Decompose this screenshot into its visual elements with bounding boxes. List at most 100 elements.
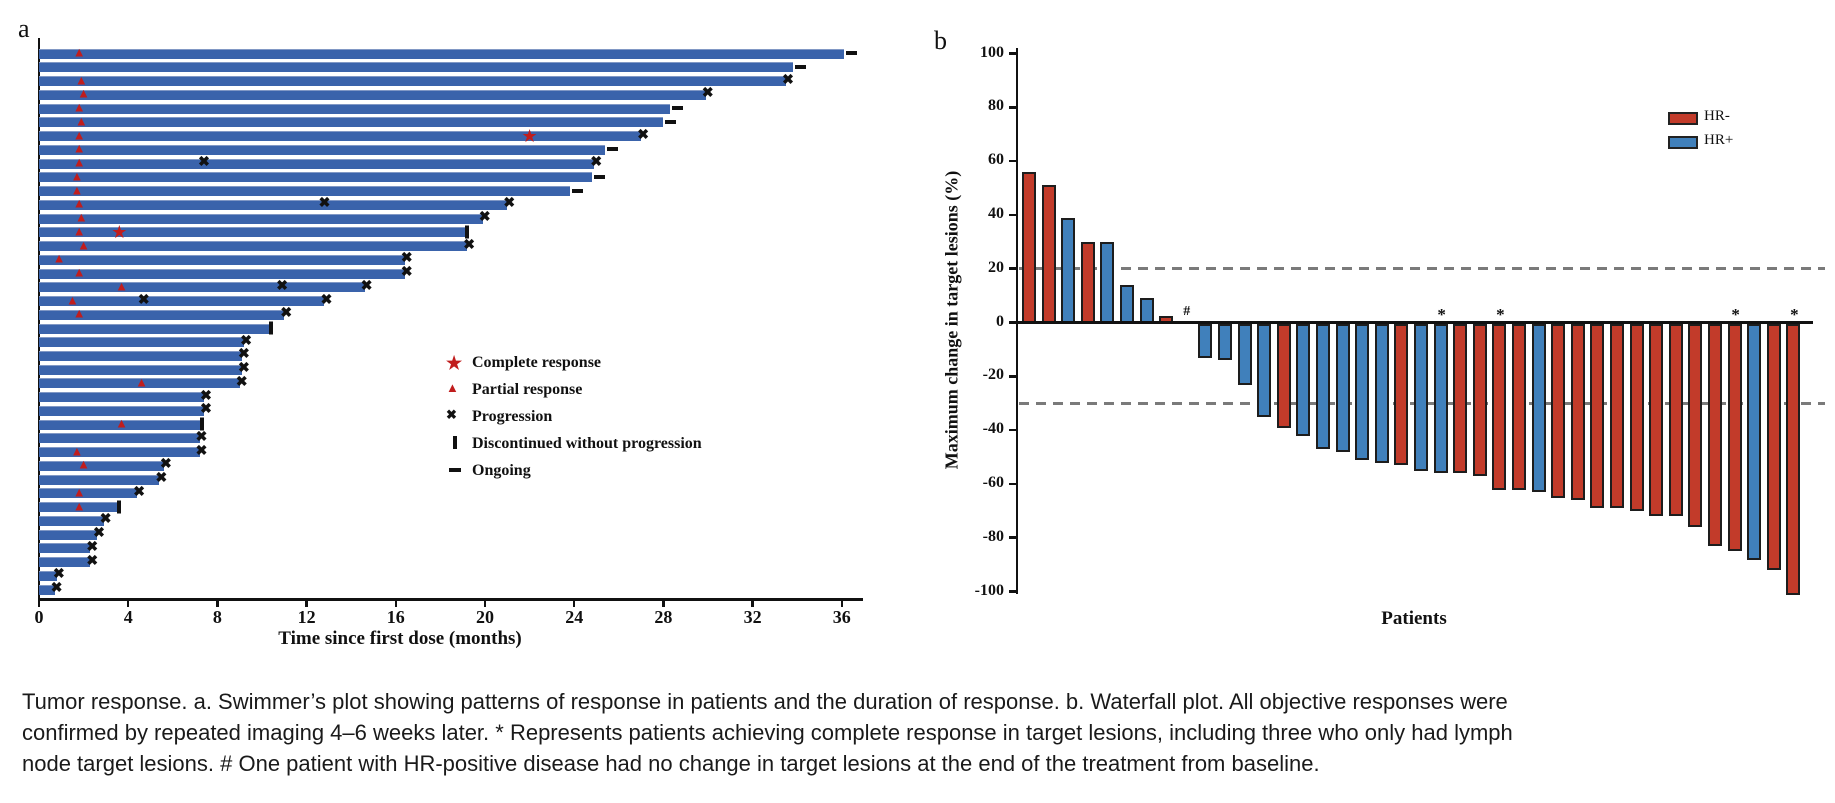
progression-end-marker: ✖ — [238, 347, 250, 363]
partial-response-marker: ▲ — [77, 456, 91, 472]
swimmer-x-tick — [394, 598, 398, 607]
progression-end-marker: ✖ — [133, 484, 145, 500]
waterfall-y-tick — [1009, 428, 1016, 432]
complete-response-note: * — [1731, 305, 1740, 324]
partial-response-marker: ▲ — [72, 195, 86, 211]
panel-a-label: a — [18, 14, 30, 43]
waterfall-bar — [1570, 323, 1585, 501]
waterfall-bar — [1355, 323, 1370, 460]
partial-response-marker: ▲ — [72, 154, 86, 170]
partial-response-marker: ▲ — [74, 113, 88, 129]
waterfall-y-tick-label: 60 — [988, 151, 1004, 169]
progression-end-marker: ✖ — [200, 402, 212, 418]
swimmer-bar — [39, 254, 405, 265]
waterfall-y-tick — [1009, 52, 1016, 55]
swimmer-bar — [39, 502, 120, 513]
waterfall-y-tick-label: 40 — [988, 204, 1004, 222]
partial-response-marker: ▲ — [72, 140, 86, 156]
discontinued-end-marker — [268, 321, 273, 335]
discontinued-end-marker — [199, 417, 204, 431]
waterfall-bar — [1414, 323, 1428, 471]
waterfall-baseline — [1015, 321, 1813, 324]
discontinued-end-marker — [117, 500, 122, 514]
waterfall-bar — [1100, 241, 1115, 325]
waterfall-bar — [1061, 217, 1076, 325]
swimmer-legend-label: Discontinued without progression — [472, 435, 702, 452]
swimmer-x-tick-label: 20 — [476, 607, 494, 627]
swimmer-x-tick — [840, 598, 844, 607]
swimmer-bar — [39, 529, 97, 540]
swimmer-bar — [39, 282, 365, 293]
progression-end-marker: ✖ — [195, 429, 208, 445]
swimmer-bar — [39, 172, 593, 183]
swimmer-bar — [39, 199, 508, 210]
swimmer-x-axis — [37, 598, 863, 601]
swimmer-x-tick-label: 16 — [386, 607, 405, 627]
swimmer-legend-item: ★ Complete response — [446, 352, 776, 379]
progression-end-marker: ✖ — [503, 196, 516, 212]
swimmer-bar — [39, 213, 483, 224]
figure-caption: Tumor response. a. Swimmer’s plot showin… — [22, 686, 1822, 779]
waterfall-y-tick — [1009, 590, 1016, 593]
swimmer-bar — [39, 117, 664, 128]
waterfall-bar — [1610, 323, 1624, 509]
swimmer-bar — [39, 268, 405, 279]
swimmer-x-tick-label: 24 — [565, 607, 584, 627]
swimmer-bar — [39, 543, 91, 554]
waterfall-bar — [1433, 323, 1448, 474]
panel-b-label: b — [934, 26, 947, 55]
waterfall-bar — [1512, 323, 1526, 490]
swimmer-bar — [39, 378, 240, 389]
waterfall-bar — [1080, 241, 1095, 325]
swimmer-bar — [39, 296, 325, 307]
waterfall-y-tick-label: 0 — [996, 312, 1004, 330]
waterfall-bar — [1727, 323, 1742, 552]
swimmer-bar — [39, 48, 845, 59]
swimmer-bar — [39, 131, 642, 142]
ongoing-end-marker — [846, 51, 858, 56]
waterfall-y-tick — [1009, 321, 1016, 324]
waterfall-y-axis-title: Maximum change in target lesions (%) — [941, 170, 962, 470]
star-icon: ★ — [446, 353, 463, 373]
progression-end-marker: ✖ — [400, 265, 413, 281]
swimmer-bar — [39, 62, 793, 73]
swimmer-x-tick-label: 8 — [212, 607, 222, 627]
swimmer-legend-label: Partial response — [472, 381, 583, 398]
waterfall-y-tick-label: 100 — [980, 43, 1004, 61]
complete-response-note: * — [1437, 305, 1446, 324]
progression-end-marker: ✖ — [235, 374, 248, 390]
swimmer-x-tick — [572, 598, 576, 607]
waterfall-bar — [1649, 323, 1664, 517]
waterfall-y-tick — [1009, 159, 1016, 163]
swimmer-bar — [39, 433, 200, 444]
waterfall-bar — [1198, 323, 1213, 358]
waterfall-bar — [1374, 323, 1389, 463]
caption-line-2: confirmed by repeated imaging 4–6 weeks … — [22, 720, 1513, 745]
partial-response-marker: ▲ — [72, 264, 86, 280]
partial-response-marker: ▲ — [72, 498, 86, 514]
swimmer-x-tick-label: 28 — [654, 607, 673, 627]
reference-line-20 — [1019, 267, 1825, 271]
swimmer-bar — [39, 419, 202, 430]
swimmer-bar — [39, 350, 242, 361]
progression-end-marker: ✖ — [240, 333, 253, 349]
progression-marker: ✖ — [318, 196, 331, 212]
swimmer-legend-label: Progression — [472, 408, 553, 425]
progression-end-marker: ✖ — [701, 86, 714, 102]
progression-end-marker: ✖ — [50, 581, 63, 597]
progression-end-marker: ✖ — [360, 278, 373, 294]
partial-response-marker: ▲ — [74, 72, 88, 88]
progression-end-marker: ✖ — [280, 306, 293, 322]
waterfall-x-axis-title: Patients — [1381, 608, 1447, 629]
partial-response-marker: ▲ — [66, 292, 79, 308]
waterfall-bar — [1629, 323, 1644, 512]
progression-end-marker: ✖ — [590, 155, 603, 171]
progression-end-marker: ✖ — [155, 471, 168, 487]
waterfall-y-tick — [1009, 375, 1016, 378]
swimmer-legend-label: Complete response — [472, 354, 602, 371]
progression-end-marker: ✖ — [52, 567, 65, 583]
waterfall-bar — [1316, 323, 1330, 450]
partial-response-marker: ▲ — [77, 85, 91, 101]
partial-response-marker: ▲ — [72, 99, 86, 115]
swimmer-bar — [39, 364, 242, 375]
